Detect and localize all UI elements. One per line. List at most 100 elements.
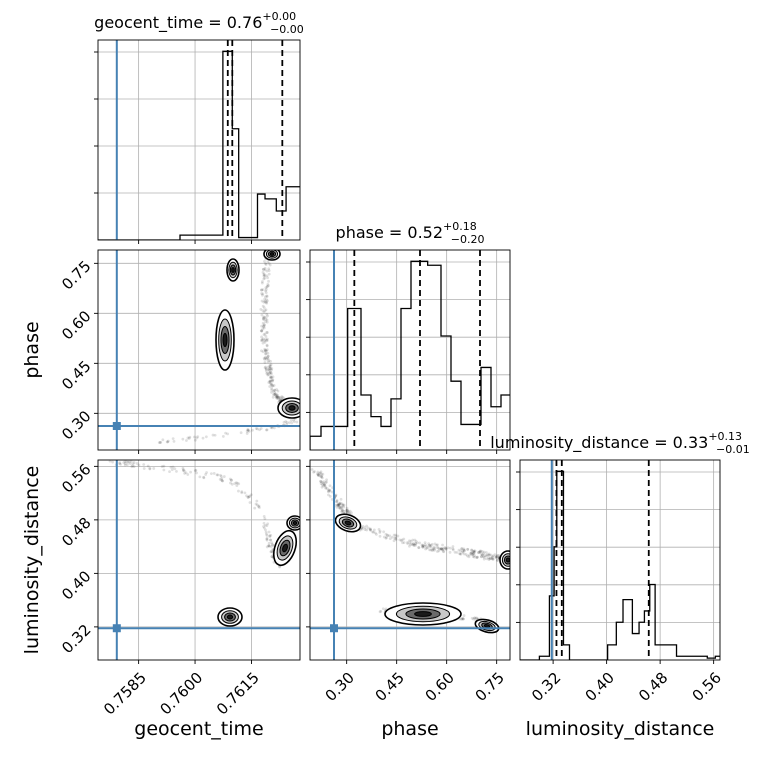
title-text: phase = 0.52 xyxy=(336,223,443,242)
sample-point xyxy=(414,540,418,543)
sample-point xyxy=(457,548,461,552)
sample-point xyxy=(337,506,341,510)
sample-point xyxy=(481,555,485,559)
x-tick-label: 0.75 xyxy=(472,669,508,705)
sample-point xyxy=(330,497,334,501)
sample-point xyxy=(263,295,267,299)
sample-point xyxy=(270,382,273,386)
y-tick-label: 0.48 xyxy=(58,514,94,550)
sample-point xyxy=(181,468,185,472)
sample-point xyxy=(267,530,271,534)
sample-point xyxy=(347,510,350,514)
sample-point xyxy=(295,420,299,424)
sample-point xyxy=(409,543,412,546)
sample-point xyxy=(340,502,344,506)
sample-point xyxy=(221,479,225,483)
sample-point xyxy=(337,502,341,506)
sample-point xyxy=(496,554,499,557)
y-tick-label: 0.40 xyxy=(58,567,94,603)
sample-point xyxy=(492,554,495,558)
sample-point xyxy=(268,365,272,368)
sample-point xyxy=(341,503,345,507)
sample-point xyxy=(260,349,263,353)
sample-point xyxy=(265,545,269,549)
sample-point xyxy=(316,474,320,477)
sample-point xyxy=(162,468,166,472)
sample-point xyxy=(349,511,353,515)
sample-point xyxy=(260,329,264,333)
title-sub: −0.00 xyxy=(270,23,304,36)
sample-point xyxy=(263,366,267,370)
sample-point xyxy=(266,354,270,358)
sample-point xyxy=(272,384,276,387)
sample-point xyxy=(275,395,279,399)
x-axis-label-luminosity_distance: luminosity_distance xyxy=(526,718,715,740)
hist-panel-phase xyxy=(310,250,510,450)
sample-point xyxy=(262,525,265,528)
sample-point xyxy=(341,503,345,507)
sample-point xyxy=(285,421,289,424)
sample-point xyxy=(146,464,150,468)
sample-point xyxy=(338,507,342,510)
x-tick-label: 0.7585 xyxy=(100,669,150,719)
sample-point xyxy=(262,333,266,337)
sample-point xyxy=(265,344,269,348)
sample-point xyxy=(413,538,417,542)
sample-point xyxy=(328,488,332,492)
sample-point xyxy=(262,306,266,310)
sample-point xyxy=(435,543,439,547)
sample-point xyxy=(266,351,270,355)
sample-point xyxy=(195,436,199,440)
sample-point xyxy=(259,329,263,333)
sample-point xyxy=(130,465,134,469)
sample-point xyxy=(312,470,316,474)
sample-point xyxy=(284,420,288,423)
sample-point xyxy=(442,550,446,554)
sample-point xyxy=(412,543,416,547)
sample-point xyxy=(271,395,275,399)
sample-point xyxy=(433,548,436,552)
sample-point xyxy=(259,339,263,342)
sample-point xyxy=(123,463,127,467)
sample-point xyxy=(263,339,267,343)
sample-point xyxy=(429,545,433,549)
sample-point xyxy=(327,493,330,497)
sample-point xyxy=(463,548,466,552)
sample-point xyxy=(262,326,266,330)
sample-point xyxy=(433,542,437,546)
sample-point xyxy=(269,533,273,537)
sample-point xyxy=(265,338,269,342)
sample-point xyxy=(254,502,258,506)
sample-point xyxy=(382,530,386,534)
panel-ld-vs-phase xyxy=(310,460,510,660)
sample-point xyxy=(260,329,264,333)
sample-point xyxy=(264,308,268,312)
sample-point xyxy=(265,337,269,341)
sample-point xyxy=(158,440,162,444)
sample-point xyxy=(183,472,187,475)
sample-point xyxy=(468,553,471,557)
sample-point xyxy=(339,505,343,509)
sample-point xyxy=(408,539,411,543)
sample-point xyxy=(394,537,398,540)
sample-point xyxy=(421,545,425,549)
sample-point xyxy=(481,553,484,557)
sample-point xyxy=(261,288,265,292)
sample-point xyxy=(266,299,269,303)
sample-point xyxy=(224,431,228,435)
sample-point xyxy=(377,527,381,531)
sample-point xyxy=(479,555,483,559)
sample-point xyxy=(240,491,244,495)
x-tick-label: 0.32 xyxy=(528,669,564,705)
sample-point xyxy=(398,538,402,542)
sample-point xyxy=(233,482,237,485)
sample-point xyxy=(345,506,349,510)
sample-point xyxy=(265,534,269,537)
sample-point xyxy=(265,538,269,542)
sample-point xyxy=(126,460,130,464)
sample-point xyxy=(270,555,274,559)
sample-point xyxy=(415,541,419,545)
sample-point xyxy=(270,383,273,387)
sample-point xyxy=(272,388,276,392)
